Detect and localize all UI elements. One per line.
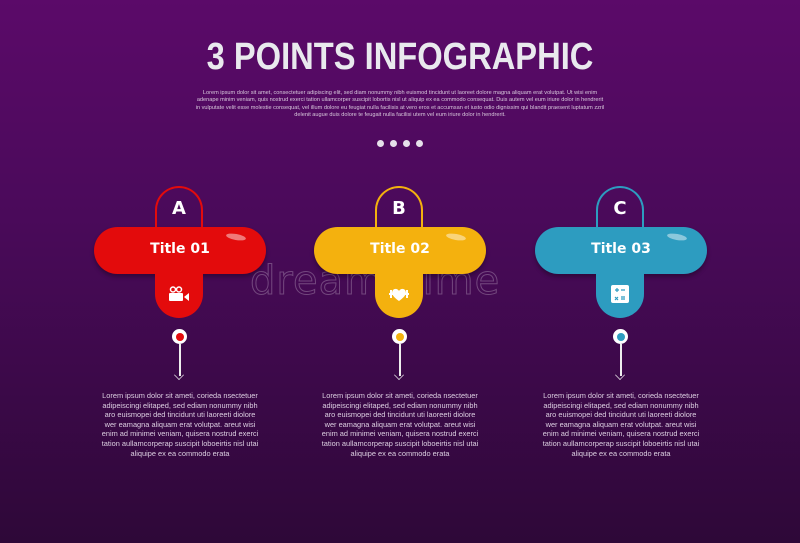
- letter-outline: [596, 186, 644, 246]
- point-description: Lorem ipsum dolor sit ameti, corieda nse…: [542, 391, 700, 458]
- point-item-a: A Title 01 Lorem ipsum dolor sit ameti, …: [94, 186, 266, 486]
- point-letter: B: [392, 198, 406, 219]
- point-letter: A: [172, 198, 186, 219]
- connector-line: [620, 344, 622, 376]
- connector-line: [179, 344, 181, 376]
- arrow-down-icon: [394, 370, 404, 380]
- point-title: Title 01: [150, 241, 210, 257]
- letter-outline: [155, 186, 203, 246]
- point-item-c: C Title 03 Lorem ipsum dolor sit ameti, …: [535, 186, 707, 486]
- pin-marker: [172, 329, 187, 344]
- video-camera-icon: [167, 284, 191, 304]
- title-bar: Title 03: [535, 227, 707, 274]
- description: Lorem ipsum dolor sit amet, consectetuer…: [195, 90, 605, 119]
- point-title: Title 02: [370, 241, 430, 257]
- connector-line: [399, 344, 401, 376]
- point-item-b: B Title 02 Lorem ipsum dolor sit ameti, …: [314, 186, 486, 486]
- point-description: Lorem ipsum dolor sit ameti, corieda nse…: [101, 391, 259, 458]
- arrow-down-icon: [615, 370, 625, 380]
- fitness-heart-icon: [387, 284, 411, 304]
- point-letter: C: [613, 198, 627, 219]
- letter-outline: [375, 186, 423, 246]
- calculator-icon: [608, 284, 632, 304]
- arrow-down-icon: [174, 370, 184, 380]
- page-title: 3 POINTS INFOGRAPHIC: [206, 36, 594, 78]
- pagination-dots: [377, 140, 423, 147]
- pin-marker: [613, 329, 628, 344]
- point-description: Lorem ipsum dolor sit ameti, corieda nse…: [321, 391, 479, 458]
- point-title: Title 03: [591, 241, 651, 257]
- title-bar: Title 01: [94, 227, 266, 274]
- title-bar: Title 02: [314, 227, 486, 274]
- pin-marker: [392, 329, 407, 344]
